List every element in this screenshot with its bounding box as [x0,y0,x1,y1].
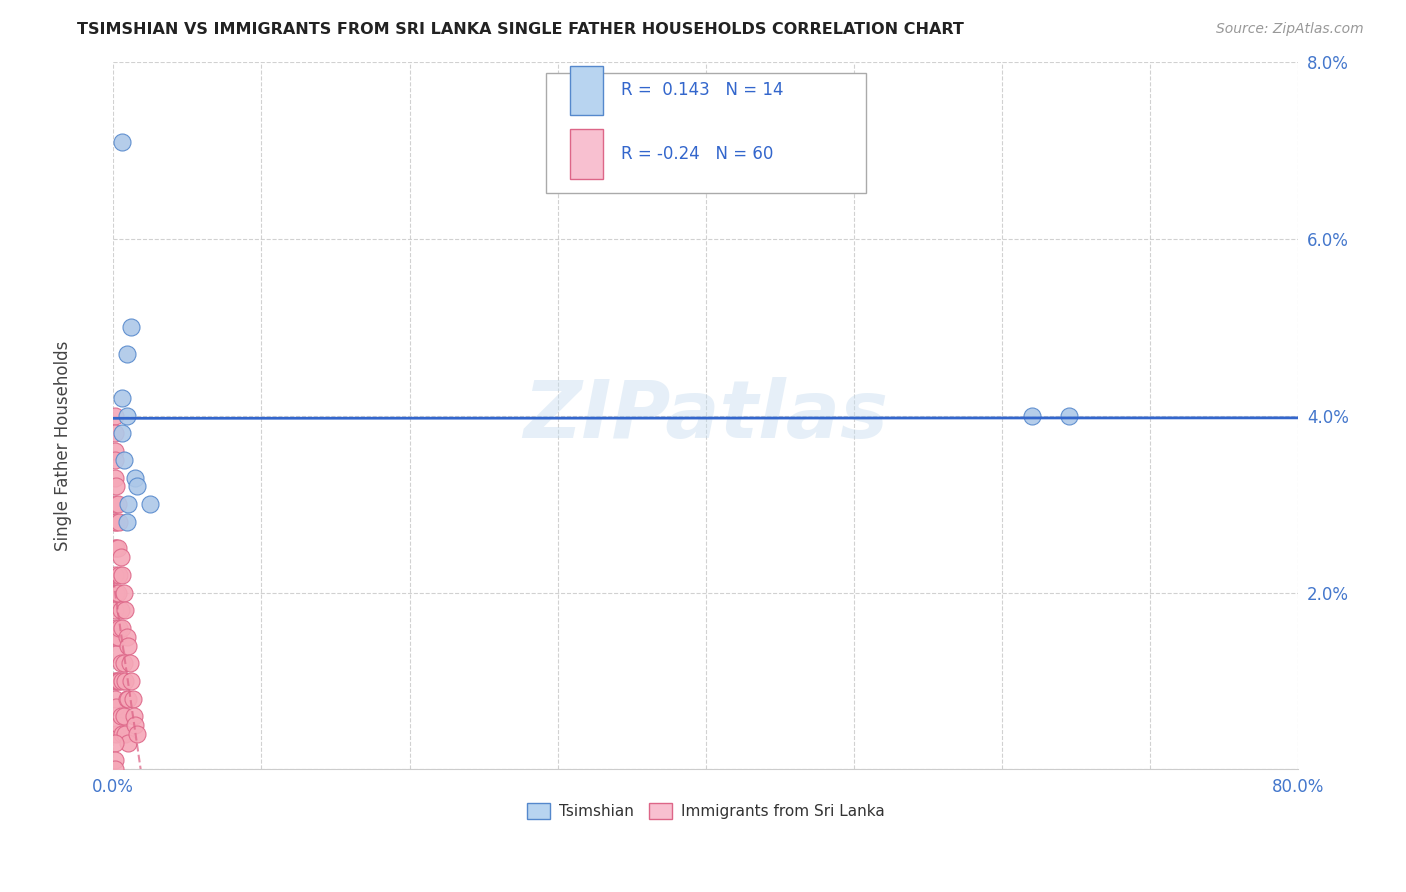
Point [112,585,135,599]
Text: R = -0.24   N = 60: R = -0.24 N = 60 [620,145,773,163]
Point [104,736,127,750]
Point [120,673,142,688]
Point [104,603,127,617]
Point [105,585,128,599]
Text: R =  0.143   N = 14: R = 0.143 N = 14 [620,81,783,99]
Point [110,550,132,565]
Point [111,567,134,582]
Point [105,648,128,662]
Point [111,673,134,688]
Point [104,409,127,423]
Point [104,497,127,511]
Point [104,444,127,458]
Point [121,691,143,706]
Point [104,541,127,556]
Legend: Tsimshian, Immigrants from Sri Lanka: Tsimshian, Immigrants from Sri Lanka [520,797,891,825]
Point [1021,409,1043,423]
Point [115,691,138,706]
Point [108,718,131,732]
Point [108,673,131,688]
Point [115,347,138,361]
Point [120,320,142,334]
Text: Source: ZipAtlas.com: Source: ZipAtlas.com [1216,22,1364,37]
Point [117,736,139,750]
Point [104,426,127,441]
Point [111,426,134,441]
Point [104,673,127,688]
Point [108,567,131,582]
Point [112,657,135,671]
Bar [569,129,603,178]
Point [105,621,128,635]
Point [104,515,127,529]
Point [110,709,132,723]
Point [110,657,132,671]
Text: ZIPatlas: ZIPatlas [523,376,889,455]
Point [111,621,134,635]
Point [111,727,134,741]
Point [107,497,129,511]
Point [104,762,127,776]
Point [110,603,132,617]
Point [105,673,128,688]
Point [104,470,127,484]
Point [122,709,145,723]
Point [104,567,127,582]
Point [125,479,148,493]
Point [115,515,138,529]
Text: Single Father Households: Single Father Households [55,341,72,551]
Point [105,700,128,714]
Point [115,409,138,423]
Point [111,391,134,405]
Point [117,691,139,706]
Point [105,541,128,556]
Point [107,585,129,599]
Point [118,657,141,671]
Point [111,135,134,149]
Point [1057,409,1080,423]
Point [107,673,129,688]
Bar [569,66,603,115]
Point [104,453,127,467]
Point [114,603,136,617]
Point [125,727,148,741]
Point [105,515,128,529]
Point [107,630,129,644]
Point [112,453,135,467]
Point [108,621,131,635]
Point [108,515,131,529]
Point [104,691,127,706]
Point [104,754,127,768]
Point [139,497,162,511]
Point [104,630,127,644]
Point [124,470,146,484]
FancyBboxPatch shape [546,73,866,193]
Point [107,541,129,556]
Point [105,727,128,741]
Point [114,727,136,741]
Point [114,673,136,688]
Point [105,479,128,493]
Point [112,709,135,723]
Point [117,497,139,511]
Text: TSIMSHIAN VS IMMIGRANTS FROM SRI LANKA SINGLE FATHER HOUSEHOLDS CORRELATION CHAR: TSIMSHIAN VS IMMIGRANTS FROM SRI LANKA S… [77,22,965,37]
Point [117,639,139,653]
Point [115,630,138,644]
Point [124,718,146,732]
